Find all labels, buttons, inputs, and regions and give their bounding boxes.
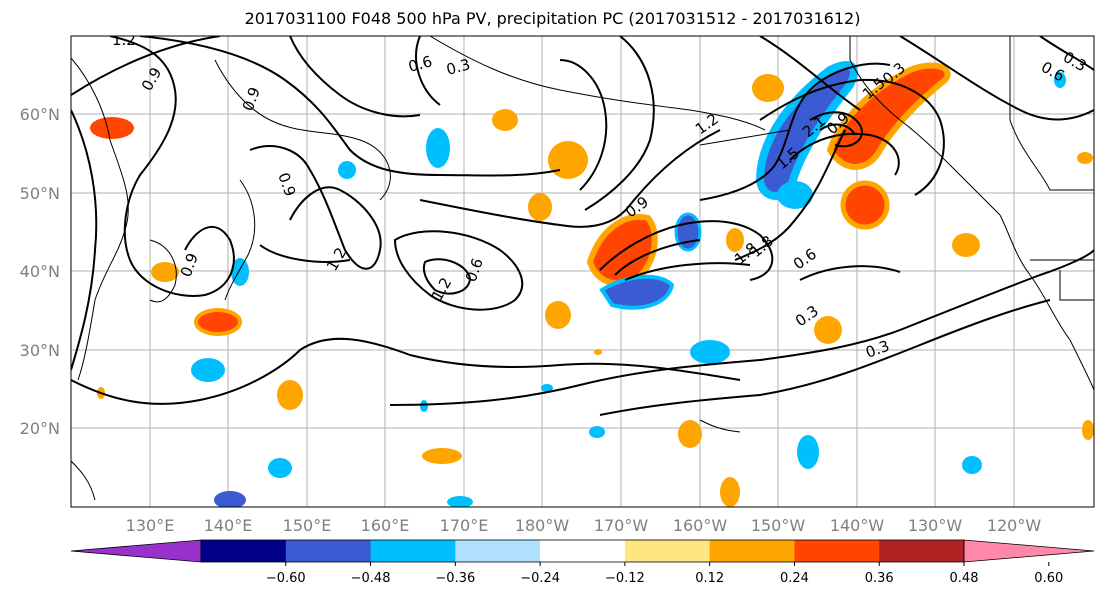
colorbar-segment [455,540,541,562]
colorbar-tick-label: 0.12 [695,571,724,586]
colorbar-tick-label: −0.48 [351,571,391,586]
lon-label: 170°E [440,516,489,535]
lon-label: 130°E [126,516,175,535]
lat-label: 40°N [20,262,60,281]
colorbar-tick-label: 0.24 [780,571,809,586]
lat-label: 60°N [20,105,60,124]
map-border [70,35,1095,508]
colorbar-segment [709,540,795,562]
colorbar-extend-high [963,539,1095,563]
colorbar: −0.60 −0.48 −0.36 −0.24 −0.12 0.12 0.24 0.36 0.4… [70,539,1095,586]
colorbar-tick-label: 0.60 [1034,571,1063,586]
colorbar-tick-label: −0.12 [605,571,645,586]
lon-label: 120°W [987,516,1042,535]
lon-label: 130°W [908,516,963,535]
colorbar-segment [794,540,880,562]
colorbar-segment [285,540,372,562]
lon-label: 160°E [361,516,410,535]
colorbar-tick-label: −0.24 [520,571,560,586]
lon-label: 140°E [204,516,253,535]
colorbar-tick-label: −0.60 [266,571,306,586]
contour-label: 0.6 [406,52,434,76]
lon-label: 170°W [594,516,649,535]
latitude-axis: 60°N 50°N 40°N 30°N 20°N [20,105,60,438]
pv-contours [71,36,1094,416]
colorbar-segment [370,540,456,562]
lat-label: 20°N [20,419,60,438]
colorbar-segment [879,540,965,562]
lon-label: 150°W [751,516,806,535]
precipitation-shading [90,61,1094,507]
lon-label: 140°W [830,516,885,535]
lon-label: 150°E [283,516,332,535]
colorbar-segment [624,540,711,562]
colorbar-segment [540,540,626,562]
colorbar-extend-low [70,539,202,563]
map-title: 2017031100 F048 500 hPa PV, precipitatio… [244,9,861,28]
colorbar-tick-label: 0.48 [950,571,979,586]
lat-label: 50°N [20,184,60,203]
lat-label: 30°N [20,341,60,360]
longitude-axis: 130°E 140°E 150°E 160°E 170°E 180°W 170°… [126,516,1042,535]
colorbar-tick-label: −0.36 [435,571,475,586]
contour-label: 1.2 [112,31,136,49]
colorbar-segment [201,540,287,562]
lon-label: 160°W [673,516,728,535]
colorbar-tick-label: 0.36 [865,571,894,586]
contour-label: 0.3 [444,55,472,79]
lon-label: 180°W [515,516,570,535]
colorbar-frame [200,539,965,563]
